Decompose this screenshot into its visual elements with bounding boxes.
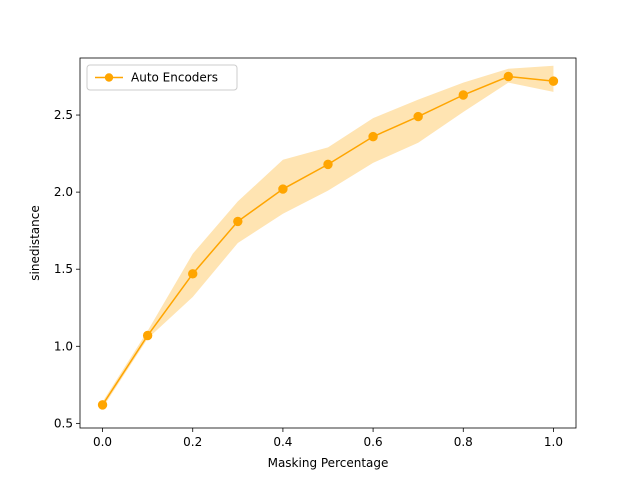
data-point	[233, 216, 243, 227]
data-point	[368, 131, 378, 142]
x-tick-label: 0.6	[364, 435, 383, 449]
confidence-band	[102, 65, 554, 408]
x-tick-label: 0.8	[454, 435, 473, 449]
axes-frame	[79, 57, 577, 429]
legend-marker	[104, 73, 114, 82]
x-tick-label: 0.0	[93, 435, 112, 449]
legend: Auto Encoders	[86, 64, 238, 91]
y-tick-label: 2.0	[54, 185, 73, 199]
data-point	[323, 159, 333, 170]
y-axis-label: sinedistance	[28, 205, 42, 280]
data-point	[458, 90, 468, 100]
y-tick-label: 1.5	[54, 262, 73, 276]
x-axis-label: Masking Percentage	[268, 456, 389, 470]
data-point	[413, 111, 423, 122]
data-point	[548, 76, 559, 86]
plot-area	[97, 65, 559, 410]
series-line	[101, 75, 554, 406]
data-point	[142, 330, 153, 341]
data-point	[97, 400, 108, 410]
data-point	[188, 269, 198, 279]
x-tick-label: 0.2	[183, 435, 202, 449]
y-tick-label: 2.5	[54, 108, 73, 122]
data-point	[503, 71, 514, 82]
legend-label: Auto Encoders	[131, 71, 218, 85]
y-tick-label: 0.5	[54, 416, 73, 430]
legend-box	[86, 64, 238, 91]
axes: 0.0 0.2 0.4 0.6 0.8 1.0 0.5 1.0 1.5 2.0 2.5	[54, 57, 577, 449]
x-tick-label: 1.0	[544, 435, 563, 449]
x-tick-label: 0.4	[273, 435, 292, 449]
y-tick-label: 1.0	[54, 339, 73, 353]
data-point	[278, 184, 288, 194]
